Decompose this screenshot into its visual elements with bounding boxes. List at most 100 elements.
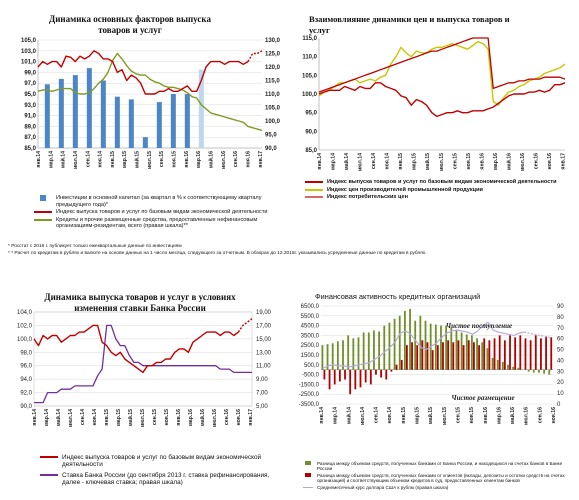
bar-green (491, 357, 494, 370)
bar-red (354, 369, 357, 390)
bar-red (467, 340, 470, 370)
y2-tick-label: 90,0 (265, 146, 277, 152)
bar-red (375, 369, 377, 375)
x-tick-label: мар.15 (116, 409, 122, 426)
x-tick-label: май.14 (345, 407, 352, 424)
bar-green (507, 364, 509, 370)
bar-red (436, 345, 439, 370)
x-tick-label: мар.16 (493, 153, 499, 170)
y-tick-label: 5500,0 (301, 314, 320, 320)
y2-tick-label: 130,0 (265, 38, 281, 44)
x-tick-label: июл.14 (68, 409, 74, 427)
series-line-credits (37, 52, 263, 132)
x-tick-label: июл.16 (212, 409, 218, 427)
bar-red (333, 369, 336, 385)
x-tick-label: июл.16 (520, 153, 526, 171)
x-tick-label: мар.16 (196, 151, 202, 168)
bar-green (342, 340, 344, 370)
x-tick-label: мар.14 (333, 407, 339, 424)
bar-green (476, 338, 478, 370)
x-tick-label: май.14 (55, 409, 62, 426)
x-tick-label: мар.15 (122, 151, 128, 168)
bar-red (421, 340, 424, 370)
legend-label: Индекс выпуска товаров и услуг по базовы… (327, 179, 557, 185)
legend: Инвестиции в основной капитал (за кварта… (34, 195, 284, 231)
y2-tick-label: 13,00 (256, 350, 272, 356)
bar-red (395, 364, 398, 370)
y2-tick-label: 0 (557, 402, 561, 408)
y-tick-label: 115,0 (302, 36, 317, 42)
x-tick-label: сен.14 (374, 407, 380, 423)
y-tick-label: 95,0 (305, 111, 317, 117)
y-tick-label: 90,0 (305, 129, 317, 135)
x-tick-label: июл.15 (147, 151, 153, 169)
x-tick-label: ноя.16 (236, 409, 242, 426)
bar (72, 75, 78, 148)
x-tick-label: мар.15 (412, 153, 418, 170)
bar-green (465, 334, 468, 370)
x-tick-label: сен.14 (371, 153, 377, 169)
series-line-output-forecast (247, 50, 263, 62)
legend-swatch (40, 456, 58, 458)
bar-green (362, 332, 365, 370)
x-tick-label: янв.14 (32, 409, 38, 426)
legend-swatch (305, 472, 311, 477)
bar-red (488, 340, 491, 370)
legend-label: Инвестиции в основной капитал (за кварта… (56, 195, 262, 208)
series-line-ppi (318, 41, 566, 106)
annotation-top: Чистое поступление (446, 322, 512, 330)
bar-red (509, 335, 511, 370)
legend-label: Кредиты и прочие размещенные средства, п… (56, 216, 258, 230)
bar-red (405, 345, 408, 370)
y-tick-label: 87,0 (24, 135, 36, 141)
bar-green (383, 325, 386, 370)
legend-item: Индекс выпуска товаров и услуг по базовы… (305, 179, 565, 186)
title-line: изменения ставки Банка России (74, 303, 206, 313)
x-tick-label: ноя.14 (98, 151, 104, 168)
y-tick-label: 94,0 (20, 377, 32, 383)
legend-item: Индекс цен производителей промышленной п… (305, 187, 565, 194)
bar-red (503, 340, 506, 370)
y-tick-label: 90,0 (20, 404, 32, 410)
bar-red (359, 369, 362, 388)
x-tick-label: янв.16 (184, 151, 190, 168)
x-tick-label: сен.14 (85, 151, 91, 167)
bar-red (529, 340, 532, 370)
legend: Индекс выпуска товаров и услуг по базовы… (40, 454, 280, 488)
x-tick-label: июл.14 (73, 151, 79, 169)
y-tick-label: 95,0 (24, 92, 36, 98)
bar-red (442, 342, 444, 370)
y2-tick-label: 70 (557, 326, 564, 332)
legend-label: Индекс цен производителей промышленной п… (327, 186, 483, 193)
y2-tick-label: 95,0 (265, 133, 277, 139)
x-tick-label: июл.14 (360, 407, 366, 425)
bar-green (357, 337, 360, 370)
y-tick-label: 92,0 (20, 391, 32, 397)
x-tick-label: май.16 (207, 151, 214, 168)
legend-swatch (40, 195, 46, 201)
bar-red (380, 369, 383, 378)
bar-red (328, 369, 331, 390)
legend-label: Индекс выпуска товаров и услуг по базовы… (62, 454, 262, 469)
legend-swatch (34, 211, 52, 214)
legend: Разница между объемом средств, полученны… (303, 461, 575, 491)
series-line-usd (322, 321, 525, 369)
x-tick-label: май.14 (60, 151, 67, 168)
x-tick-label: янв.16 (479, 153, 485, 170)
y-tick-label: 105,0 (302, 73, 318, 79)
y-tick-label: 103,0 (21, 49, 37, 55)
bar-red (338, 369, 341, 382)
title-line: Взаимовлияние динамики цен и выпуска тов… (309, 14, 510, 24)
x-tick-label: июл.15 (439, 153, 445, 171)
y2-tick-label: 125,0 (265, 52, 281, 58)
legend-swatch (305, 181, 323, 183)
bar (114, 96, 120, 148)
x-tick-label: ноя.14 (92, 409, 98, 426)
y-tick-label: 110,0 (302, 55, 317, 61)
y-tick-label: 97,0 (24, 81, 36, 87)
y2-tick-label: 9,00 (256, 377, 268, 383)
footnotes: * Росстат с 2016 г. публикует только еже… (8, 244, 573, 257)
bar-green (532, 369, 535, 373)
legend-swatch (303, 486, 313, 489)
